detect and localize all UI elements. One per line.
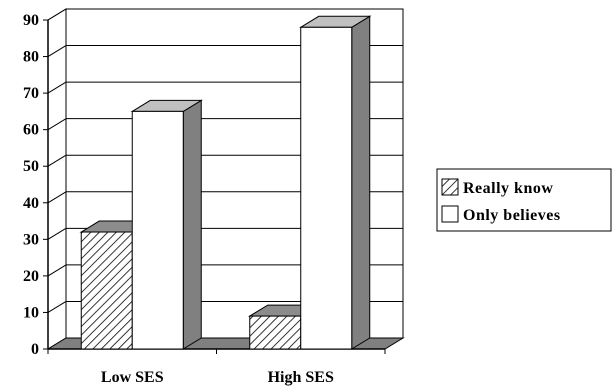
legend-swatch — [441, 178, 459, 196]
y-tick-label: 80 — [23, 49, 39, 66]
y-tick-label: 40 — [23, 195, 39, 212]
gridline-side — [47, 301, 67, 313]
legend: Really know Only believes — [436, 168, 612, 232]
y-tick-label: 10 — [23, 304, 39, 321]
gridline-side — [47, 264, 67, 277]
legend-box — [436, 168, 612, 232]
y-tick-label: 60 — [23, 122, 39, 139]
legend-swatch — [441, 205, 459, 223]
x-category-label: Low SES — [101, 369, 164, 386]
y-tick-label: 70 — [23, 85, 39, 102]
bar — [131, 110, 184, 350]
gridline-side — [47, 154, 67, 167]
y-tick-label: 20 — [23, 268, 39, 285]
bar-side — [351, 15, 371, 350]
gridline-side — [47, 118, 67, 131]
legend-label: Only believes — [463, 207, 561, 224]
gridline-side — [47, 191, 67, 204]
bar — [80, 231, 133, 350]
x-category-label: High SES — [268, 369, 334, 386]
gridline-side — [47, 81, 67, 94]
gridline-side — [47, 227, 67, 240]
bars — [79, 15, 372, 350]
legend-label: Really know — [463, 180, 553, 197]
bar-side — [182, 99, 202, 350]
gridline-side — [47, 8, 67, 21]
y-tick-label: 0 — [31, 341, 39, 358]
y-tick-label: 50 — [23, 158, 39, 175]
x-axis-categories: Low SES High SES — [101, 369, 334, 386]
y-tick-label: 90 — [23, 12, 39, 29]
y-axis-ticks: 0 10 20 30 40 50 60 70 80 90 — [23, 12, 48, 358]
bar — [249, 315, 302, 350]
bar — [300, 26, 353, 350]
y-tick-label: 30 — [23, 231, 39, 248]
side-wall — [47, 8, 67, 350]
gridline-side — [47, 45, 67, 57]
